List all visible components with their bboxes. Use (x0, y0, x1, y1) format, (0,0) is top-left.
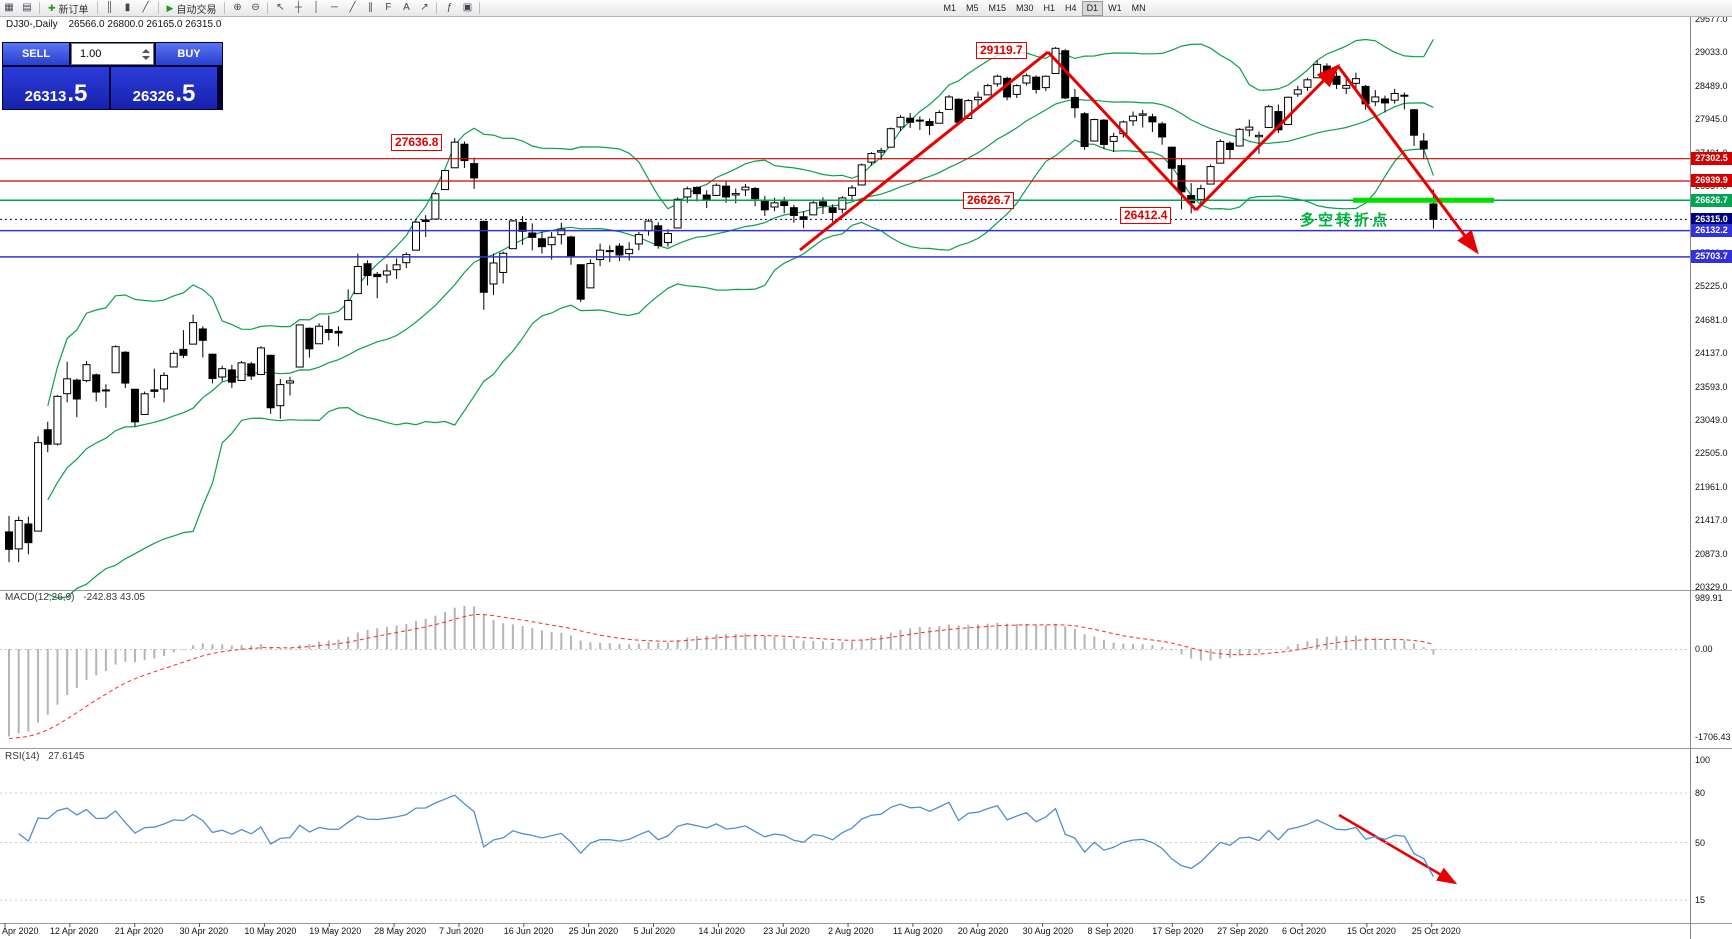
new-order-button[interactable]: ✚ 新订单 (43, 1, 94, 16)
zoom-out-icon[interactable]: ⊖ (251, 2, 260, 13)
macd-indicator (0, 606, 1690, 740)
macd-values: -242.83 43.05 (83, 592, 145, 603)
fibonacci-icon[interactable]: F (385, 2, 392, 13)
trade-panel-prices: 26313 .5 26326 .5 (3, 67, 222, 109)
rsi-value: 27.6145 (48, 751, 85, 762)
timeframe-button-m15[interactable]: M15 (988, 2, 1007, 13)
sell-price[interactable]: 26313 .5 (3, 67, 109, 109)
arrow-tool-icon[interactable]: ↗ (420, 2, 429, 13)
macd-name: MACD(12,26,9) (5, 592, 75, 603)
trendline-icon[interactable]: ╱ (349, 2, 356, 13)
lot-spinner (142, 48, 150, 60)
timeframe-button-w1[interactable]: W1 (1108, 2, 1122, 13)
timeframe-button-d1[interactable]: D1 (1081, 0, 1104, 16)
toolbar-separator (224, 2, 226, 14)
timeframe-button-h4[interactable]: H4 (1065, 2, 1077, 13)
rsi-name: RSI(14) (5, 751, 40, 762)
timeframe-button-m5[interactable]: M5 (965, 2, 979, 13)
sell-price-fraction: .5 (67, 79, 88, 107)
auto-trading-button-icon: ▶ (166, 2, 174, 13)
lot-size-field[interactable]: 1.00 (71, 43, 154, 65)
buy-price-main: 26326 (132, 88, 175, 105)
auto-trading-button-label: 自动交易 (176, 4, 217, 16)
toolbar-separator (267, 2, 269, 14)
chart-ohlc-values: 26566.0 26800.0 26165.0 26315.0 (68, 19, 222, 30)
toolbar-separator (436, 2, 438, 14)
sell-button[interactable]: SELL (3, 43, 69, 65)
cursor-icon[interactable]: ↖ (276, 2, 285, 13)
buy-price[interactable]: 26326 .5 (111, 67, 217, 109)
profiles-icon[interactable]: ▤ (22, 2, 32, 13)
toolbar-separator (479, 2, 481, 14)
chart-title: DJ30-,Daily 26566.0 26800.0 26165.0 2631… (6, 19, 221, 30)
templates-icon[interactable]: ▣ (462, 2, 473, 13)
timeframe-button-h1[interactable]: H1 (1043, 2, 1056, 13)
rsi-indicator (0, 792, 1690, 901)
toolbar: ▦ ▤ ✚ 新订单 ║ ▮ ╱ ▶ 自动交易 ⊕ ⊖ ↖ ┼ │ ─ ╱ ∥ F A ↗ ƒ ▣ M1 M5 M15 M30 H1 H… (0, 0, 1732, 17)
new-chart-icon[interactable]: ▦ (4, 2, 14, 13)
candlesticks[interactable] (5, 47, 1438, 563)
channel-icon[interactable]: ∥ (367, 2, 373, 13)
lot-increase-button[interactable] (142, 48, 150, 53)
buy-button[interactable]: BUY (156, 43, 222, 65)
crosshair-icon[interactable]: ┼ (294, 2, 303, 13)
chart-symbol-period: DJ30-,Daily (6, 19, 58, 30)
buy-price-fraction: .5 (175, 79, 196, 107)
candlestick-chart-icon[interactable]: ▮ (124, 2, 131, 13)
trend-arrows[interactable] (799, 50, 1479, 255)
toolbar-separator (39, 2, 40, 14)
rsi-label: RSI(14) 27.6145 (5, 751, 84, 762)
sell-price-main: 26313 (24, 88, 67, 105)
timeframe-group: M1 M5 M15 M30 H1 H4 D1 W1 MN (938, 0, 1150, 16)
toolbar-separator (96, 2, 98, 14)
bar-chart-icon[interactable]: ║ (106, 2, 114, 13)
lot-size-value: 1.00 (80, 48, 102, 60)
lot-decrease-button[interactable] (142, 55, 150, 60)
new-order-button-label: 新订单 (58, 4, 89, 16)
vertical-line-icon[interactable]: │ (313, 2, 320, 13)
new-order-button-icon: ✚ (48, 2, 56, 13)
rsi-arrow[interactable] (1338, 813, 1458, 885)
timeframe-button-m1[interactable]: M1 (943, 2, 956, 13)
bollinger-bands (47, 38, 1434, 599)
indicators-icon[interactable]: ƒ (446, 2, 453, 13)
timeframe-button-m30[interactable]: M30 (1016, 2, 1034, 13)
auto-trading-button[interactable]: ▶ 自动交易 (162, 1, 222, 16)
toolbar-separator (157, 2, 159, 14)
macd-label: MACD(12,26,9) -242.83 43.05 (5, 592, 145, 603)
horizontal-line-icon[interactable]: ─ (330, 2, 339, 13)
text-label-icon[interactable]: A (403, 2, 410, 13)
zoom-in-icon[interactable]: ⊕ (233, 2, 242, 13)
trade-panel-controls: SELL 1.00 BUY (3, 43, 222, 65)
line-chart-icon[interactable]: ╱ (142, 2, 149, 13)
timeframe-button-mn[interactable]: MN (1131, 2, 1146, 13)
trade-panel: SELL 1.00 BUY 26313 .5 26326 .5 (2, 42, 223, 110)
